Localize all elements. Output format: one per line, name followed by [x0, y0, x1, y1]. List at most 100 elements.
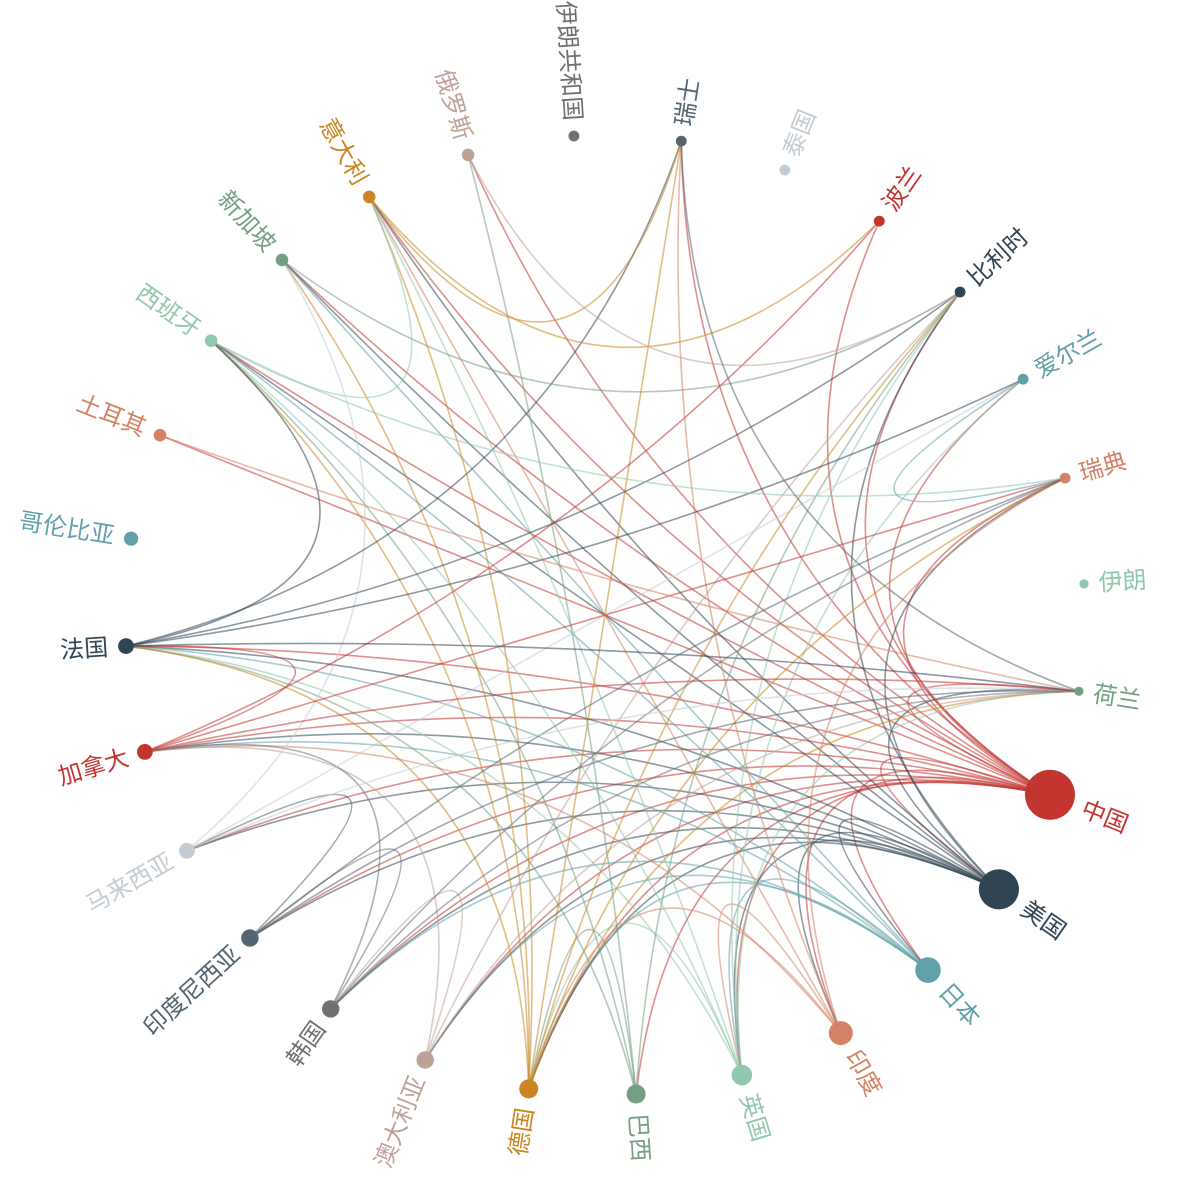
- node-iran[interactable]: 伊朗: [1079, 566, 1147, 597]
- node-russia[interactable]: 俄罗斯: [430, 66, 477, 162]
- edge-spain-sweden: [210, 339, 1066, 497]
- node-dot-swiss[interactable]: [675, 135, 687, 147]
- node-label-spain: 西班牙: [131, 279, 206, 343]
- node-dot-singapore[interactable]: [275, 253, 289, 267]
- node-dot-spain[interactable]: [204, 334, 218, 348]
- node-label-canada: 加拿大: [55, 744, 132, 791]
- node-label-turkey: 土耳其: [73, 389, 150, 442]
- edge-india-uk: [717, 903, 842, 1076]
- node-label-ireland: 爱尔兰: [1030, 324, 1106, 384]
- node-dot-colombia[interactable]: [124, 531, 139, 546]
- node-label-colombia: 哥伦比亚: [17, 507, 116, 550]
- node-brazil[interactable]: 巴西: [623, 1084, 654, 1163]
- node-dot-uk[interactable]: [731, 1064, 753, 1086]
- node-dot-china[interactable]: [1025, 769, 1075, 820]
- node-dot-usa[interactable]: [978, 869, 1020, 910]
- node-dot-japan[interactable]: [915, 957, 941, 983]
- node-dot-malaysia[interactable]: [179, 842, 195, 859]
- node-thailand[interactable]: 泰国: [778, 106, 822, 176]
- node-dot-iran_rep[interactable]: [568, 130, 580, 142]
- node-singapore[interactable]: 新加坡: [212, 185, 289, 267]
- node-dot-turkey[interactable]: [153, 428, 167, 442]
- node-label-germany: 德国: [504, 1106, 539, 1158]
- node-malaysia[interactable]: 马来西亚: [81, 842, 195, 919]
- edge-france-belgium: [125, 291, 961, 647]
- node-dot-belgium[interactable]: [954, 286, 966, 298]
- edge-australia-korea: [330, 889, 464, 1061]
- edge-france-netherlands: [125, 642, 1079, 693]
- node-uk[interactable]: 英国: [731, 1064, 775, 1145]
- node-dot-sweden[interactable]: [1059, 472, 1071, 484]
- edge-canada-sweden: [144, 477, 1066, 753]
- node-label-italy: 意大利: [314, 113, 374, 189]
- node-dot-ireland[interactable]: [1017, 373, 1029, 385]
- node-germany[interactable]: 德国: [504, 1079, 539, 1158]
- node-china[interactable]: 中国: [1025, 769, 1132, 839]
- node-india[interactable]: 印度: [828, 1021, 888, 1101]
- edge-uk-germany: [527, 922, 743, 1090]
- edge-canada-poland: [144, 220, 880, 753]
- node-dot-australia[interactable]: [416, 1051, 434, 1069]
- node-japan[interactable]: 日本: [915, 957, 986, 1032]
- edge-brazil-russia: [467, 154, 637, 1095]
- node-dot-canada[interactable]: [137, 744, 153, 760]
- edge-germany-italy: [368, 196, 533, 1089]
- node-label-netherlands: 荷兰: [1091, 680, 1143, 715]
- edge-indonesia-netherlands: [249, 689, 1079, 939]
- node-dot-netherlands[interactable]: [1074, 686, 1084, 696]
- node-france[interactable]: 法国: [59, 633, 134, 664]
- edge-china-sweden: [902, 477, 1066, 796]
- node-korea[interactable]: 韩国: [281, 1000, 340, 1072]
- node-dot-korea[interactable]: [322, 1000, 340, 1018]
- edge-usa-korea: [330, 826, 1000, 1010]
- node-indonesia[interactable]: 印度尼西亚: [138, 929, 259, 1042]
- edge-usa-japan: [838, 818, 1000, 971]
- edge-uk-ireland: [735, 378, 1024, 1076]
- node-iran_rep[interactable]: 伊朗共和国: [551, 0, 587, 142]
- node-turkey[interactable]: 土耳其: [73, 389, 167, 442]
- edge-usa-uk: [733, 839, 1000, 1076]
- node-belgium[interactable]: 比利时: [954, 223, 1034, 298]
- node-dot-india[interactable]: [828, 1021, 853, 1046]
- edge-usa-italy: [368, 196, 1000, 890]
- node-dot-italy[interactable]: [362, 190, 376, 204]
- edge-spain-italy: [210, 196, 413, 399]
- node-label-usa: 美国: [1016, 895, 1071, 945]
- edge-australia-netherlands: [424, 690, 1079, 1061]
- node-swiss[interactable]: 瑞士: [670, 76, 705, 147]
- node-label-indonesia: 印度尼西亚: [138, 940, 246, 1041]
- edge-brazil-belgium: [635, 291, 961, 1095]
- node-dot-brazil[interactable]: [626, 1084, 646, 1104]
- edge-usa-sweden: [884, 477, 1066, 890]
- edge-australia-canada: [144, 746, 440, 1061]
- node-label-japan: 日本: [933, 978, 986, 1032]
- node-australia[interactable]: 澳大利亚: [369, 1051, 434, 1172]
- node-dot-germany[interactable]: [519, 1079, 539, 1099]
- node-dot-france[interactable]: [118, 638, 134, 654]
- edge-layer: [125, 140, 1080, 1095]
- node-dot-thailand[interactable]: [779, 164, 791, 176]
- node-ireland[interactable]: 爱尔兰: [1017, 324, 1106, 385]
- node-label-iran: 伊朗: [1098, 566, 1148, 597]
- edge-japan-australia: [424, 874, 929, 1061]
- node-colombia[interactable]: 哥伦比亚: [17, 507, 139, 550]
- node-poland[interactable]: 波兰: [873, 161, 927, 227]
- edge-germany-belgium: [527, 291, 961, 1090]
- node-canada[interactable]: 加拿大: [55, 744, 153, 791]
- edge-ireland-sweden: [893, 378, 1066, 503]
- node-dot-iran[interactable]: [1079, 579, 1089, 589]
- node-dot-indonesia[interactable]: [241, 929, 259, 947]
- node-netherlands[interactable]: 荷兰: [1074, 680, 1143, 715]
- edge-india-germany: [527, 907, 842, 1090]
- node-usa[interactable]: 美国: [978, 869, 1071, 945]
- node-dot-poland[interactable]: [873, 215, 885, 227]
- edge-russia-belgium: [467, 154, 961, 367]
- node-spain[interactable]: 西班牙: [131, 279, 218, 348]
- node-dot-russia[interactable]: [461, 148, 475, 162]
- edge-indonesia-malaysia: [186, 793, 353, 939]
- edge-china-australia: [424, 779, 1051, 1061]
- node-sweden[interactable]: 瑞典: [1059, 447, 1130, 488]
- edge-china-india: [805, 776, 1051, 1034]
- node-label-australia: 澳大利亚: [369, 1072, 431, 1171]
- node-italy[interactable]: 意大利: [314, 113, 376, 204]
